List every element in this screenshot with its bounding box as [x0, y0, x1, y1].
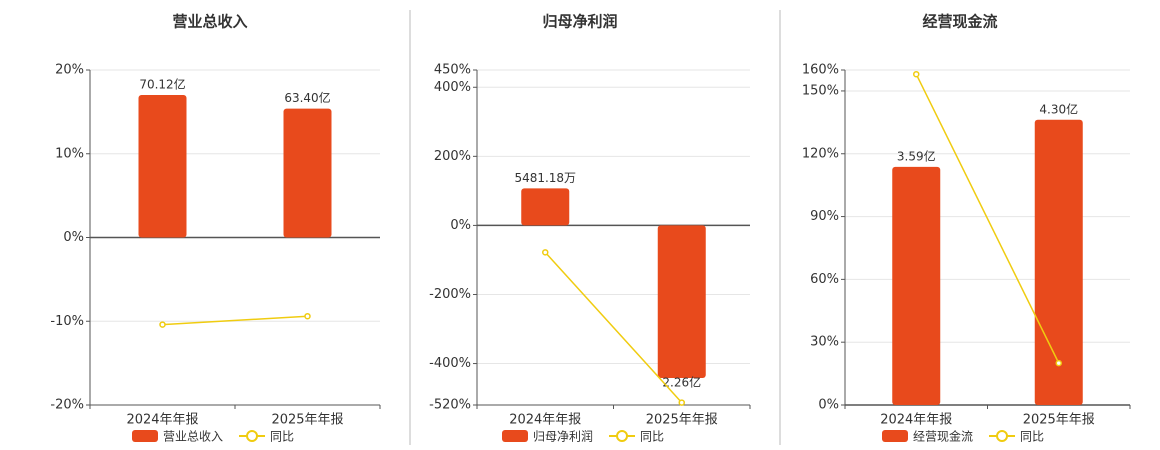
x-tick-label: 2025年年报	[271, 413, 343, 428]
line-point	[1055, 359, 1062, 367]
legend-swatch	[246, 430, 259, 442]
value-label: 3.59亿	[897, 148, 936, 163]
line	[915, 73, 1060, 364]
y-tick-label: 10%	[55, 146, 84, 161]
y-tick-label: -20%	[50, 398, 84, 413]
x-tick-label: 2024年年报	[880, 413, 952, 428]
y-tick-label: 0%	[818, 398, 839, 413]
x-tick-label: 2025年年报	[646, 413, 718, 428]
legend-swatch	[996, 430, 1009, 442]
legend-swatch	[616, 430, 629, 442]
chart-title: 归母净利润	[542, 13, 617, 31]
legend-swatch	[882, 430, 908, 442]
x-tick-label: 2024年年报	[126, 413, 198, 428]
x-tick-label: 2025年年报	[1023, 413, 1095, 428]
bar	[657, 225, 706, 378]
legend-label: 营业总收入	[163, 430, 223, 444]
y-tick-label: 400%	[434, 80, 471, 95]
y-tick-label: -400%	[429, 356, 471, 371]
line-point	[913, 70, 920, 78]
x-tick-label: 2024年年报	[509, 413, 581, 428]
value-label: 2.26亿	[662, 374, 701, 389]
bar	[892, 166, 941, 405]
value-label: 4.30亿	[1039, 101, 1078, 116]
bar	[138, 94, 187, 238]
y-tick-label: 150%	[802, 83, 839, 98]
legend-label: 同比	[270, 430, 294, 444]
y-tick-label: 160%	[802, 63, 839, 78]
bar	[1034, 119, 1083, 405]
y-tick-label: -520%	[429, 398, 471, 413]
bar	[521, 188, 570, 226]
chart-title: 经营现金流	[922, 13, 997, 31]
value-label: 5481.18万	[514, 171, 576, 185]
y-tick-label: 0%	[63, 230, 84, 245]
y-tick-label: 20%	[55, 63, 84, 78]
y-tick-label: 90%	[810, 209, 839, 224]
legend-label: 归母净利润	[533, 430, 593, 444]
legend-swatch	[502, 430, 528, 442]
line-point	[542, 249, 549, 256]
y-tick-label: 0%	[450, 218, 471, 233]
y-tick-label: -10%	[50, 314, 84, 329]
legend-label: 经营现金流	[913, 429, 973, 444]
line	[544, 251, 683, 404]
line	[162, 315, 308, 326]
line-point	[304, 312, 311, 320]
legend-label: 同比	[1020, 430, 1044, 444]
y-tick-label: 30%	[810, 335, 839, 350]
line-point	[678, 399, 685, 406]
y-tick-label: 200%	[434, 149, 471, 164]
legend-label: 同比	[640, 430, 664, 444]
chart-title: 营业总收入	[172, 13, 247, 31]
line-point	[159, 321, 166, 328]
value-label: 63.40亿	[284, 90, 330, 105]
y-tick-label: 120%	[802, 146, 839, 161]
legend-swatch	[132, 430, 158, 442]
value-label: 70.12亿	[139, 76, 185, 91]
y-tick-label: -200%	[429, 287, 471, 302]
y-tick-label: 60%	[810, 272, 839, 287]
bar	[283, 108, 332, 238]
y-tick-label: 450%	[434, 63, 471, 78]
